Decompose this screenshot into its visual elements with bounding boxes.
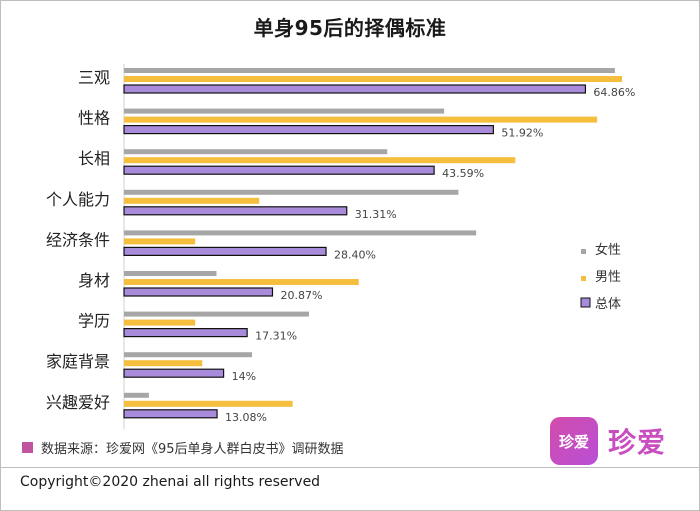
bar-女性 (124, 149, 388, 155)
bar-女性 (124, 108, 445, 114)
bar-男性 (124, 360, 203, 367)
bar-男性 (124, 400, 293, 407)
category-label: 个人能力 (46, 190, 110, 209)
category-label: 学历 (78, 312, 110, 331)
bar-男性 (124, 319, 196, 326)
bar-总体 (123, 124, 494, 135)
category-label: 性格 (78, 109, 110, 128)
legend-swatch-女性 (581, 249, 586, 254)
bar-男性 (124, 76, 622, 82)
bar-总体 (123, 328, 248, 338)
category-label: 经济条件 (46, 230, 110, 249)
bar-女性 (124, 68, 615, 73)
copyright-text: Copyright©2020 zhenai all rights reserve… (20, 474, 321, 490)
bar-总体 (123, 206, 348, 216)
data-label: 20.87% (280, 289, 322, 302)
source-text: 数据来源：珍爱网《95后单身人群白皮书》调研数据 (41, 441, 344, 457)
bar-总体 (123, 287, 274, 297)
bar-总体 (123, 368, 225, 378)
legend-label: 女性 (595, 242, 621, 258)
bar-男性 (124, 116, 598, 123)
bar-女性 (124, 189, 459, 195)
bar-男性 (124, 279, 359, 285)
chart-title: 单身95后的择偶标准 (253, 16, 447, 40)
bar-总体 (123, 246, 327, 256)
bar-女性 (124, 392, 149, 398)
data-label: 51.92% (501, 127, 543, 140)
bar-女性 (124, 311, 309, 317)
category-label: 长相 (78, 149, 110, 168)
category-label: 三观 (78, 68, 110, 87)
legend-swatch-总体 (580, 297, 591, 308)
data-label: 43.59% (442, 167, 484, 180)
data-label: 64.86% (593, 86, 635, 99)
bar-女性 (124, 271, 217, 276)
category-label: 家庭背景 (46, 352, 110, 371)
source-swatch-icon (22, 441, 33, 453)
legend-label: 总体 (595, 297, 621, 312)
bar-男性 (124, 238, 196, 245)
data-label: 31.31% (355, 208, 397, 221)
data-label: 17.31% (255, 330, 297, 343)
logo-wordmark: 珍爱 (608, 426, 667, 459)
logo-icon: 珍爱 (550, 417, 598, 465)
bar-总体 (123, 409, 218, 419)
bar-女性 (124, 230, 477, 236)
category-label: 兴趣爱好 (46, 393, 110, 412)
bar-男性 (124, 157, 516, 164)
bar-chart: 三观 64.86% 性格 51.92% 长相 43.59% 个人能力 31.31% 经济条件 28… (46, 64, 635, 430)
bar-总体 (123, 84, 587, 94)
zhenai-logo: 珍爱 珍爱 (550, 417, 666, 465)
data-label: 28.40% (334, 248, 376, 261)
bar-女性 (124, 352, 253, 358)
bar-男性 (124, 197, 260, 204)
legend-swatch-男性 (581, 276, 586, 281)
legend-label: 男性 (595, 270, 621, 285)
footer-divider (1, 467, 699, 468)
source-note: 数据来源：珍爱网《95后单身人群白皮书》调研数据 (22, 439, 344, 457)
category-label: 身材 (78, 271, 110, 290)
data-label: 14% (232, 370, 256, 383)
data-label: 13.08% (225, 411, 267, 424)
bar-总体 (123, 165, 435, 175)
